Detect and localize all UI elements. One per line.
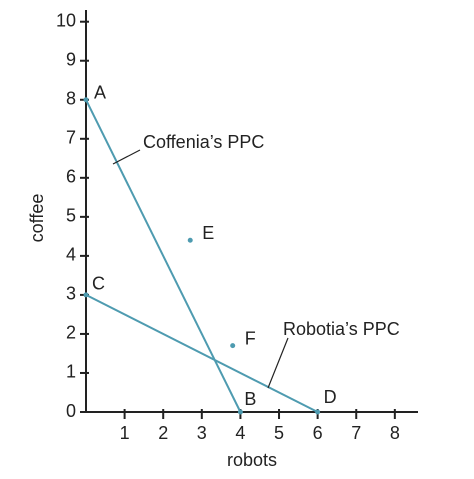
- point: [230, 343, 236, 349]
- x-tick-label: 8: [390, 423, 400, 443]
- y-tick-label: 2: [66, 323, 76, 343]
- point-label: F: [245, 328, 256, 348]
- x-tick-label: 5: [274, 423, 284, 443]
- x-tick-label: 2: [158, 423, 168, 443]
- y-tick-label: 4: [66, 245, 76, 265]
- point: [187, 237, 193, 243]
- ppc-endpoint: [83, 292, 89, 298]
- y-tick-label: 0: [66, 401, 76, 421]
- x-axis-label: robots: [227, 450, 277, 470]
- point-label: A: [94, 83, 106, 103]
- x-tick-label: 6: [313, 423, 323, 443]
- y-tick-label: 1: [66, 362, 76, 382]
- leader-line: [112, 149, 141, 165]
- ppc-endpoint: [237, 409, 243, 415]
- y-tick-label: 5: [66, 206, 76, 226]
- ppc-label: Coffenia’s PPC: [143, 132, 264, 152]
- y-tick-label: 8: [66, 89, 76, 109]
- y-tick-label: 10: [56, 10, 76, 30]
- x-tick-label: 4: [235, 423, 245, 443]
- leader-line: [267, 337, 289, 389]
- x-tick-label: 3: [197, 423, 207, 443]
- ppc-line: [85, 294, 319, 413]
- x-tick-label: 7: [351, 423, 361, 443]
- ppc-label: Robotia’s PPC: [283, 319, 400, 339]
- y-axis-label: coffee: [27, 194, 47, 243]
- point-label: E: [202, 223, 214, 243]
- point-label: B: [244, 389, 256, 409]
- y-tick-label: 9: [66, 49, 76, 69]
- point-label: D: [324, 387, 337, 407]
- point-label: C: [92, 274, 105, 294]
- ppc-endpoint: [83, 97, 89, 103]
- y-tick-label: 6: [66, 167, 76, 187]
- y-tick-label: 7: [66, 128, 76, 148]
- ppc-endpoint: [315, 409, 321, 415]
- x-tick-label: 1: [120, 423, 130, 443]
- y-tick-label: 3: [66, 284, 76, 304]
